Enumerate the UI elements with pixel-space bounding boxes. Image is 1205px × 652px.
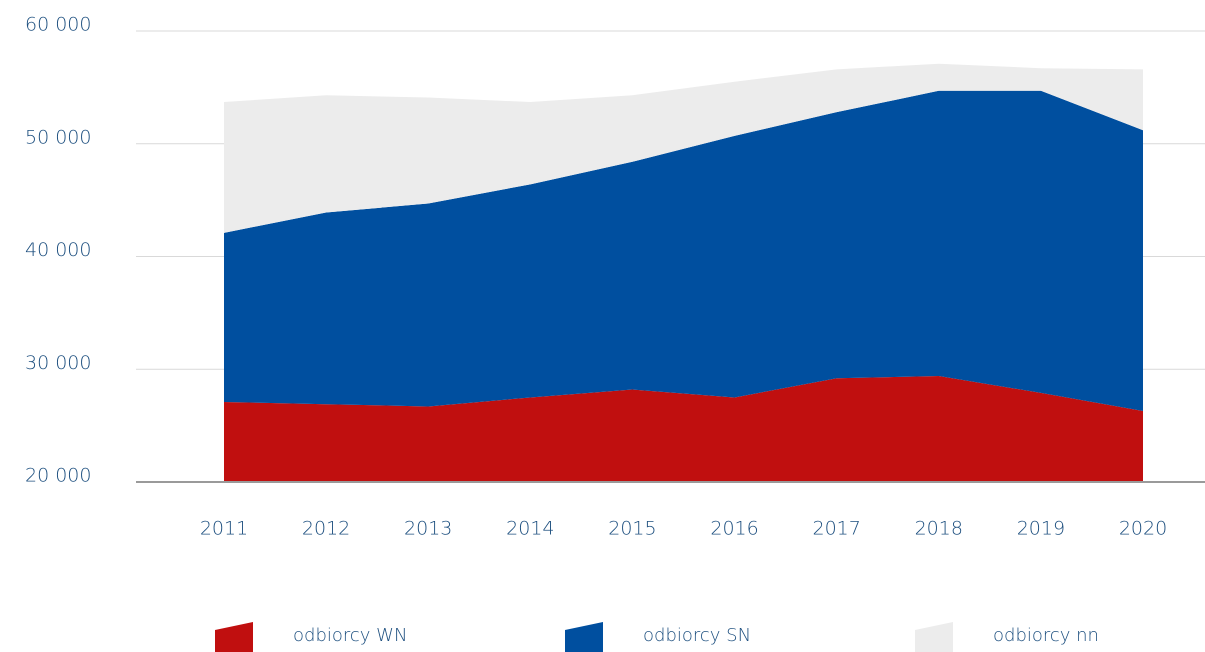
x-tick-label: 2014 — [506, 518, 554, 540]
x-tick-label: 2017 — [812, 518, 860, 540]
x-tick-label: 2012 — [302, 518, 350, 540]
y-tick-label: 60 000 — [25, 14, 91, 36]
y-tick-label: 40 000 — [25, 239, 91, 261]
area — [224, 90, 1143, 411]
x-tick-label: 2016 — [710, 518, 758, 540]
area — [224, 376, 1143, 482]
x-tick-label: 2020 — [1119, 518, 1167, 540]
y-tick-label: 30 000 — [25, 352, 91, 374]
x-tick-label: 2015 — [608, 518, 656, 540]
legend-label: odbiorcy nn — [993, 625, 1099, 646]
legend-label: odbiorcy SN — [643, 625, 751, 646]
legend-swatch — [915, 622, 953, 652]
legend-swatch — [565, 622, 603, 652]
x-tick-label: 2011 — [200, 518, 248, 540]
legend-swatch — [215, 622, 253, 652]
x-tick-label: 2018 — [915, 518, 963, 540]
x-tick-label: 2019 — [1017, 518, 1065, 540]
legend-label: odbiorcy WN — [293, 625, 407, 646]
y-tick-label: 50 000 — [25, 126, 91, 148]
y-tick-label: 20 000 — [25, 465, 91, 487]
area — [224, 63, 1143, 233]
x-tick-label: 2013 — [404, 518, 452, 540]
